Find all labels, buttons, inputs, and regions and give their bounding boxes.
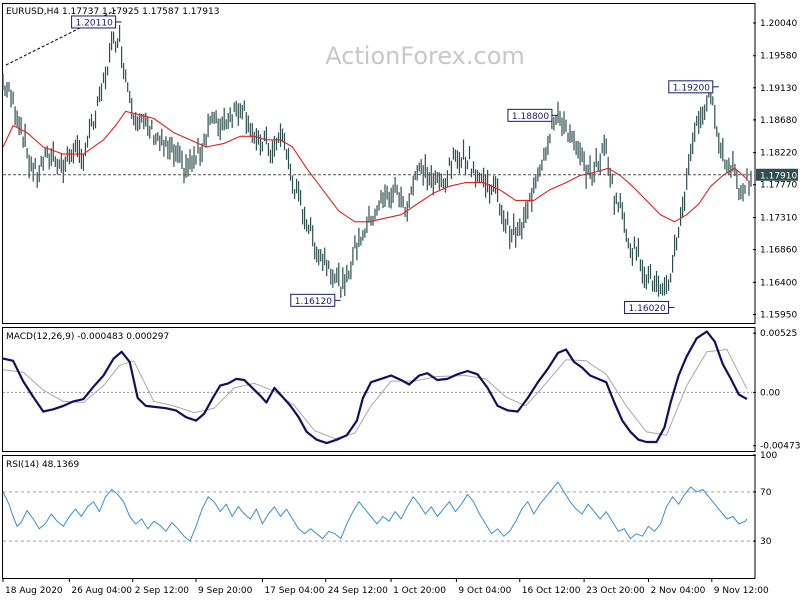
price-annotation-label: 1.19200 <box>673 83 710 93</box>
rsi-axis-label: 70 <box>760 488 772 498</box>
time-axis-label: 9 Nov 12:00 <box>714 586 769 596</box>
price-axis-label: 1.19580 <box>760 52 797 62</box>
macd-signal-line <box>2 349 748 440</box>
moving-average-line <box>2 110 748 223</box>
time-axis-label: 2 Nov 04:00 <box>650 586 705 596</box>
panel-frame-0 <box>2 3 756 324</box>
time-axis-label: 18 Aug 2020 <box>5 586 63 596</box>
time-axis-label: 24 Sep 12:00 <box>328 586 388 596</box>
price-annotation-label: 1.20110 <box>76 18 113 28</box>
time-axis-label: 9 Sep 20:00 <box>198 586 253 596</box>
current-price-label: 1.17910 <box>760 171 797 181</box>
rsi-axis-label: 30 <box>760 537 772 547</box>
price-axis-label: 1.17770 <box>760 181 797 191</box>
price-axis-label: 1.16400 <box>760 278 797 288</box>
price-annotation-label: 1.16120 <box>295 297 332 307</box>
macd-axis-label: 0.00525 <box>760 329 797 339</box>
price-axis-label: 1.18680 <box>760 116 797 126</box>
rsi-axis-label: 100 <box>760 451 777 461</box>
price-panel-header: EURUSD,H4 1.17737 1.17925 1.17587 1.1791… <box>6 7 219 17</box>
price-axis-label: 1.20040 <box>760 19 797 29</box>
time-axis-label: 16 Oct 12:00 <box>522 586 581 596</box>
time-axis-label: 23 Oct 20:00 <box>586 586 645 596</box>
chart-panels: 1.20040 1.19580 1.19130 1.18680 1.18220 1.177… <box>2 3 800 596</box>
price-axis-label: 1.15950 <box>760 310 797 320</box>
panel-frame-2 <box>2 455 756 579</box>
macd-axis-label: 0.00 <box>760 388 780 398</box>
time-axis-label: 9 Oct 04:00 <box>458 586 511 596</box>
price-axis-label: 1.16860 <box>760 246 797 256</box>
macd-panel-header: MACD(12,26,9) -0.000483 0.000297 <box>6 332 169 342</box>
watermark: ActionForex.com <box>325 42 525 70</box>
macd-line <box>2 330 748 445</box>
price-annotation-label: 1.16020 <box>629 304 666 314</box>
panel-frame-1 <box>2 327 756 452</box>
macd-axis-label: -0.004732 <box>760 442 800 452</box>
price-axis-label: 1.19130 <box>760 84 797 94</box>
time-axis-label: 26 Aug 04:00 <box>71 586 132 596</box>
time-axis-label: 1 Oct 20:00 <box>393 586 446 596</box>
price-axis-label: 1.18220 <box>760 149 797 159</box>
time-axis-label: 2 Sep 12:00 <box>135 586 190 596</box>
rsi-panel-header: RSI(14) 48.1369 <box>6 460 79 470</box>
rsi-line <box>2 481 748 542</box>
time-axis-label: 17 Sep 04:00 <box>264 586 324 596</box>
price-annotation-label: 1.18800 <box>512 112 549 122</box>
current-price-box <box>756 168 798 181</box>
price-axis-label: 1.17310 <box>760 214 797 224</box>
